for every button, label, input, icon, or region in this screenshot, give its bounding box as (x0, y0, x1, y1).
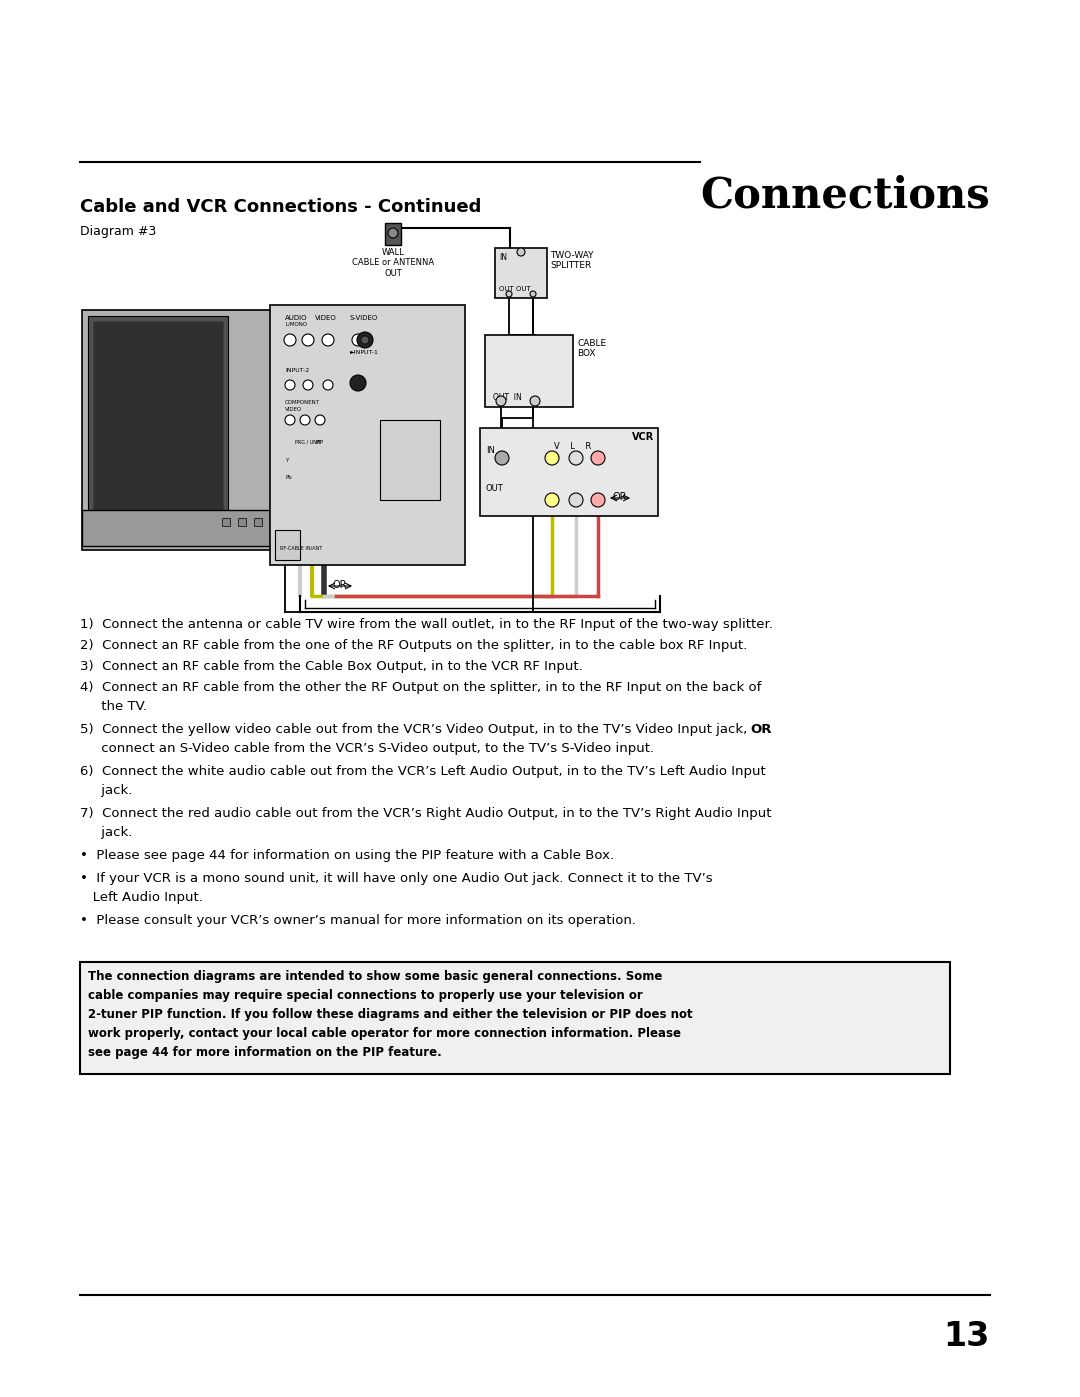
Text: ►INPUT-1: ►INPUT-1 (350, 351, 379, 355)
Text: IN: IN (499, 253, 507, 263)
Bar (82, 510, 282, 546)
Text: The connection diagrams are intended to show some basic general connections. Som: The connection diagrams are intended to … (87, 970, 662, 983)
Circle shape (545, 493, 559, 507)
Text: L/MONO: L/MONO (285, 321, 307, 327)
Bar (480, 427, 658, 515)
Circle shape (284, 334, 296, 346)
Bar (87, 316, 228, 515)
Bar (82, 310, 282, 550)
Circle shape (315, 415, 325, 425)
Text: AUDIO: AUDIO (285, 314, 308, 321)
Bar (222, 518, 230, 527)
Text: CABLE
BOX: CABLE BOX (577, 339, 606, 359)
Text: •  If your VCR is a mono sound unit, it will have only one Audio Out jack. Conne: • If your VCR is a mono sound unit, it w… (80, 872, 713, 886)
Circle shape (495, 451, 509, 465)
Circle shape (517, 249, 525, 256)
Text: jack.: jack. (80, 784, 133, 798)
Circle shape (530, 291, 536, 298)
Circle shape (285, 415, 295, 425)
Circle shape (302, 334, 314, 346)
Bar (270, 518, 278, 527)
Circle shape (591, 493, 605, 507)
Text: RF-CABLE IN/ANT: RF-CABLE IN/ANT (280, 545, 322, 550)
Text: 3)  Connect an RF cable from the Cable Box Output, in to the VCR RF Input.: 3) Connect an RF cable from the Cable Bo… (80, 659, 583, 673)
Text: cable companies may require special connections to properly use your television : cable companies may require special conn… (87, 989, 643, 1002)
Text: WALL
CABLE or ANTENNA
OUT: WALL CABLE or ANTENNA OUT (352, 249, 434, 278)
Circle shape (300, 415, 310, 425)
Text: PIP: PIP (315, 440, 323, 446)
Bar (384, 224, 401, 244)
Text: 13: 13 (944, 1320, 990, 1354)
Circle shape (285, 380, 295, 390)
Text: VIDEO: VIDEO (315, 314, 337, 321)
Text: PRG / UNIT: PRG / UNIT (295, 440, 322, 446)
Text: connect an S-Video cable from the VCR’s S-Video output, to the TV’s S-Video inpu: connect an S-Video cable from the VCR’s … (80, 742, 654, 754)
Text: Diagram #3: Diagram #3 (80, 225, 157, 237)
Text: VIDEO: VIDEO (285, 407, 302, 412)
Circle shape (496, 395, 507, 407)
Bar (495, 249, 546, 298)
Text: Pb: Pb (285, 475, 292, 481)
Circle shape (569, 493, 583, 507)
Bar (254, 518, 262, 527)
Circle shape (591, 451, 605, 465)
Bar (275, 529, 300, 560)
Text: 2)  Connect an RF cable from the one of the RF Outputs on the splitter, in to th: 2) Connect an RF cable from the one of t… (80, 638, 747, 652)
Text: TWO-WAY
SPLITTER: TWO-WAY SPLITTER (550, 251, 594, 271)
Text: COMPONENT: COMPONENT (285, 400, 320, 405)
Text: work properly, contact your local cable operator for more connection information: work properly, contact your local cable … (87, 1027, 681, 1039)
Text: OUT  IN: OUT IN (492, 393, 522, 402)
Text: V    L    R: V L R (554, 441, 591, 451)
Text: 7)  Connect the red audio cable out from the VCR’s Right Audio Output, in to the: 7) Connect the red audio cable out from … (80, 807, 771, 820)
Circle shape (322, 334, 334, 346)
Text: 5)  Connect the yellow video cable out from the VCR’s Video Output, in to the TV: 5) Connect the yellow video cable out fr… (80, 724, 752, 736)
Circle shape (507, 291, 512, 298)
Text: Left Audio Input.: Left Audio Input. (80, 891, 203, 904)
Circle shape (303, 380, 313, 390)
Text: Connections: Connections (700, 175, 990, 217)
Circle shape (350, 374, 366, 391)
Circle shape (352, 334, 364, 346)
Text: the TV.: the TV. (80, 700, 147, 712)
Text: 4)  Connect an RF cable from the other the RF Output on the splitter, in to the : 4) Connect an RF cable from the other th… (80, 680, 761, 694)
Text: VCR: VCR (632, 432, 654, 441)
Text: •  Please consult your VCR’s owner’s manual for more information on its operatio: • Please consult your VCR’s owner’s manu… (80, 914, 636, 928)
Text: OR: OR (333, 580, 348, 590)
Bar (238, 518, 246, 527)
Circle shape (569, 451, 583, 465)
Text: •  Please see page 44 for information on using the PIP feature with a Cable Box.: • Please see page 44 for information on … (80, 849, 615, 862)
Text: OR: OR (750, 724, 771, 736)
Bar (485, 335, 573, 407)
Text: jack.: jack. (80, 826, 133, 840)
Text: Cable and VCR Connections - Continued: Cable and VCR Connections - Continued (80, 198, 482, 217)
Text: OUT: OUT (486, 483, 503, 493)
Text: OUT OUT: OUT OUT (499, 286, 530, 292)
Text: OR: OR (612, 492, 627, 502)
Text: INPUT-2: INPUT-2 (285, 367, 309, 373)
Circle shape (545, 451, 559, 465)
Text: 2-tuner PIP function. If you follow these diagrams and either the television or : 2-tuner PIP function. If you follow thes… (87, 1009, 692, 1021)
Bar (80, 963, 950, 1074)
Text: 6)  Connect the white audio cable out from the VCR’s Left Audio Output, in to th: 6) Connect the white audio cable out fro… (80, 766, 766, 778)
Text: see page 44 for more information on the PIP feature.: see page 44 for more information on the … (87, 1046, 442, 1059)
Circle shape (357, 332, 373, 348)
Circle shape (388, 228, 399, 237)
Bar (270, 305, 465, 564)
Circle shape (530, 395, 540, 407)
Text: IN: IN (486, 446, 495, 455)
Text: S-VIDEO: S-VIDEO (350, 314, 378, 321)
Bar (380, 420, 440, 500)
Circle shape (323, 380, 333, 390)
Circle shape (361, 337, 369, 344)
Bar (93, 321, 222, 511)
Text: 1)  Connect the antenna or cable TV wire from the wall outlet, in to the RF Inpu: 1) Connect the antenna or cable TV wire … (80, 617, 773, 631)
Text: Y: Y (285, 458, 288, 462)
